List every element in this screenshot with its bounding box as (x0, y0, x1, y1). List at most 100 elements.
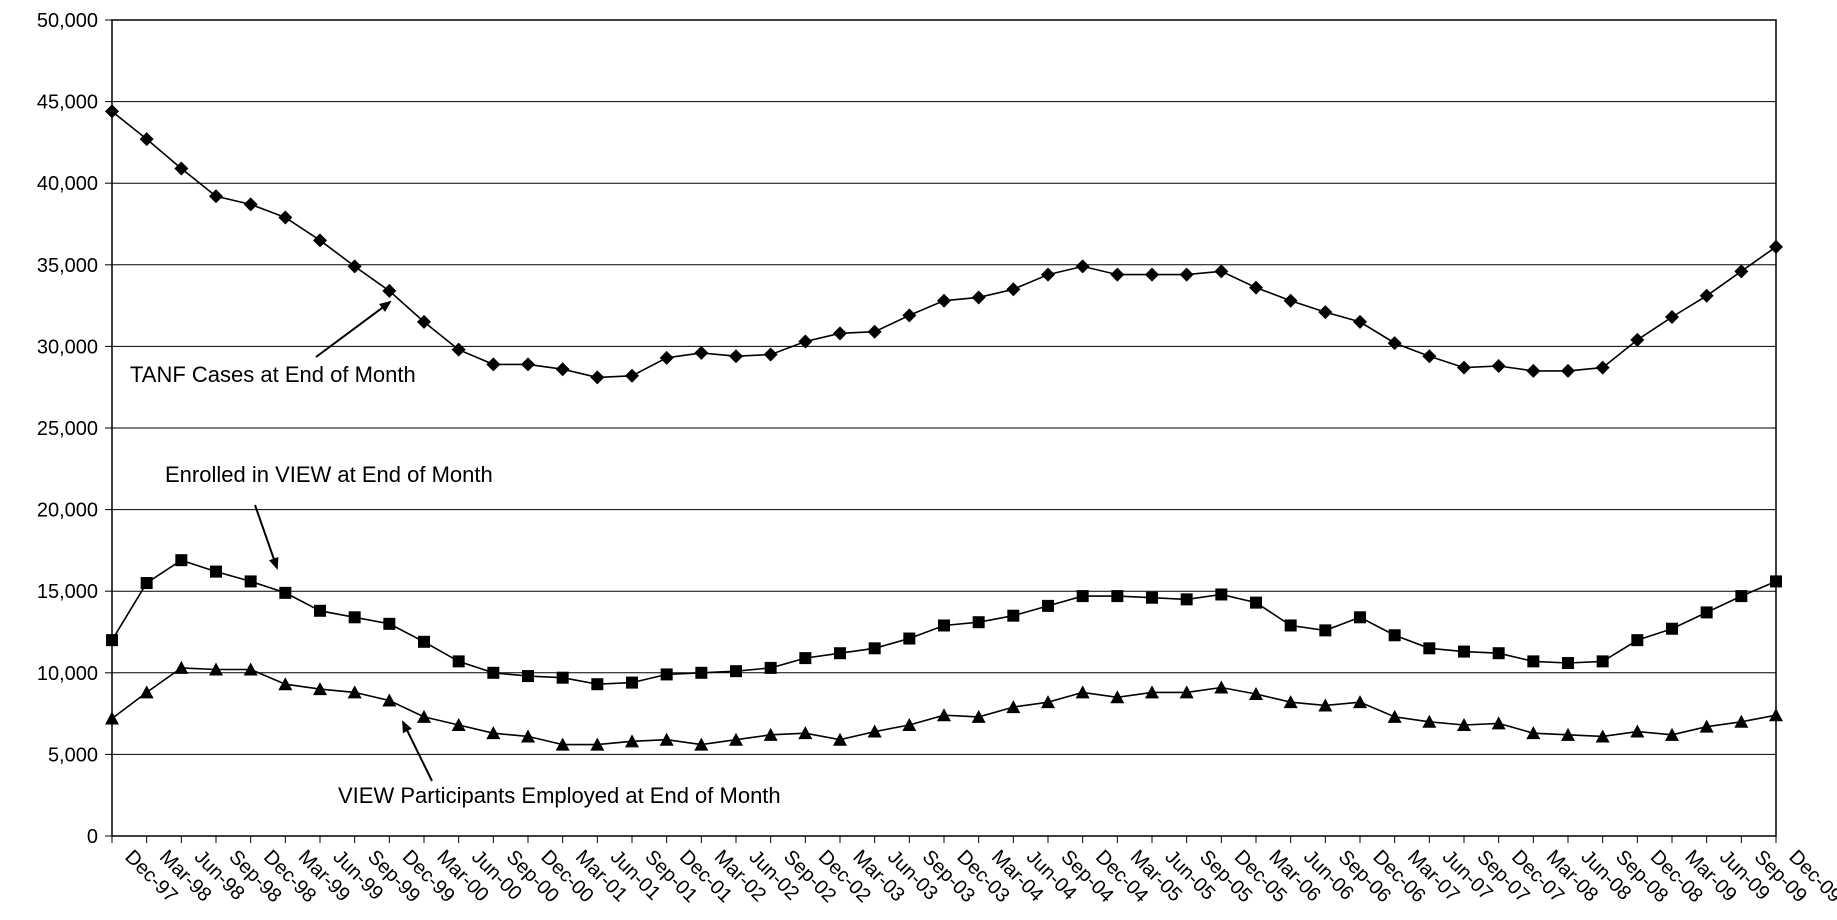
annotation-label-1: TANF Cases at End of Month (130, 362, 416, 387)
data-point-square (452, 655, 465, 668)
data-point-diamond (902, 308, 917, 323)
data-point-square (1354, 611, 1366, 624)
data-point-triangle (521, 729, 535, 743)
data-point-diamond (278, 210, 293, 225)
data-point-square (903, 632, 916, 645)
data-point-triangle (590, 737, 605, 751)
data-point-triangle (1145, 685, 1159, 699)
data-point-diamond (417, 314, 431, 329)
y-tick-label: 30,000 (37, 336, 98, 358)
data-point-triangle (555, 737, 570, 751)
data-point-triangle (1006, 700, 1021, 714)
data-point-diamond (382, 283, 397, 298)
data-point-square (591, 678, 604, 691)
data-point-triangle (139, 685, 154, 699)
data-point-square (279, 586, 292, 599)
data-point-triangle (382, 693, 397, 707)
data-point-triangle (1699, 719, 1714, 733)
data-point-diamond (1110, 267, 1125, 282)
data-point-square (1700, 606, 1713, 619)
data-point-triangle (1734, 714, 1749, 728)
data-point-square (660, 668, 673, 681)
data-point-triangle (1110, 690, 1125, 704)
data-point-square (1076, 590, 1089, 603)
data-point-diamond (1006, 282, 1021, 297)
data-point-diamond (1179, 267, 1194, 282)
data-point-triangle (1249, 687, 1263, 701)
data-point-diamond (1734, 264, 1749, 279)
data-point-diamond (1630, 332, 1645, 347)
data-point-square (972, 616, 985, 629)
data-point-triangle (278, 677, 293, 691)
data-point-triangle (659, 732, 674, 746)
data-point-diamond (798, 334, 813, 349)
data-point-triangle (1665, 727, 1679, 741)
data-point-square (799, 652, 812, 665)
data-point-diamond (1491, 358, 1506, 373)
annotation-label-3: VIEW Participants Employed at End of Mon… (338, 783, 781, 808)
data-point-square (314, 604, 326, 617)
annotation-arrow-3 (402, 720, 433, 782)
data-point-square (1527, 655, 1540, 668)
data-point-triangle (902, 718, 917, 732)
y-tick-label: 35,000 (37, 255, 98, 277)
y-tick-label: 15,000 (37, 581, 98, 603)
data-point-triangle (1179, 685, 1194, 699)
y-tick-label: 25,000 (37, 418, 98, 440)
y-tick-label: 0 (87, 826, 98, 848)
data-point-diamond (1318, 305, 1333, 320)
data-point-diamond (659, 350, 674, 365)
data-point-triangle (1353, 695, 1367, 709)
data-point-square (1666, 622, 1678, 635)
data-point-triangle (451, 718, 466, 732)
data-point-diamond (1526, 363, 1541, 378)
data-point-triangle (1075, 685, 1090, 699)
data-point-diamond (451, 342, 466, 357)
data-point-square (418, 635, 430, 648)
data-point-diamond (1422, 349, 1437, 364)
data-point-triangle (1318, 698, 1333, 712)
data-point-triangle (937, 708, 951, 722)
data-point-triangle (313, 682, 327, 696)
data-point-square (175, 554, 188, 567)
data-point-triangle (417, 709, 431, 723)
data-point-diamond (1387, 336, 1402, 351)
data-point-triangle (1041, 695, 1055, 709)
data-point-square (244, 575, 257, 588)
data-point-triangle (1526, 726, 1541, 740)
data-point-diamond (625, 368, 639, 383)
data-point-triangle (1283, 695, 1298, 709)
data-point-diamond (1249, 280, 1263, 295)
data-point-diamond (555, 362, 570, 377)
data-point-diamond (1353, 314, 1367, 329)
data-point-square (1458, 645, 1470, 658)
data-point-diamond (139, 132, 154, 147)
data-point-diamond (243, 197, 258, 212)
data-point-triangle (1422, 714, 1437, 728)
data-point-diamond (1699, 288, 1714, 303)
data-point-square (626, 676, 638, 689)
data-point-diamond (1075, 259, 1090, 274)
data-point-diamond (1214, 264, 1229, 279)
data-point-diamond (1595, 360, 1610, 375)
data-point-diamond (521, 357, 535, 372)
data-point-square (764, 661, 777, 674)
x-axis: Dec-97Mar-98Jun-98Sep-98Dec-98Mar-99Jun-… (111, 836, 1837, 907)
data-point-triangle (1214, 680, 1229, 694)
annotation-arrow-2 (254, 504, 279, 570)
data-point-triangle (971, 709, 986, 723)
data-point-triangle (1387, 709, 1402, 723)
data-point-diamond (1665, 310, 1679, 325)
data-point-triangle (243, 662, 258, 676)
data-point-triangle (1457, 718, 1471, 732)
data-point-diamond (486, 357, 501, 372)
data-point-diamond (763, 347, 778, 362)
plot-frame (111, 19, 1777, 837)
data-point-triangle (1630, 724, 1645, 738)
data-point-square (1250, 596, 1262, 609)
data-point-square (1042, 599, 1054, 612)
data-point-square (1146, 591, 1158, 604)
data-point-triangle (625, 734, 639, 748)
data-point-square (556, 671, 569, 684)
data-point-diamond (1457, 360, 1471, 375)
